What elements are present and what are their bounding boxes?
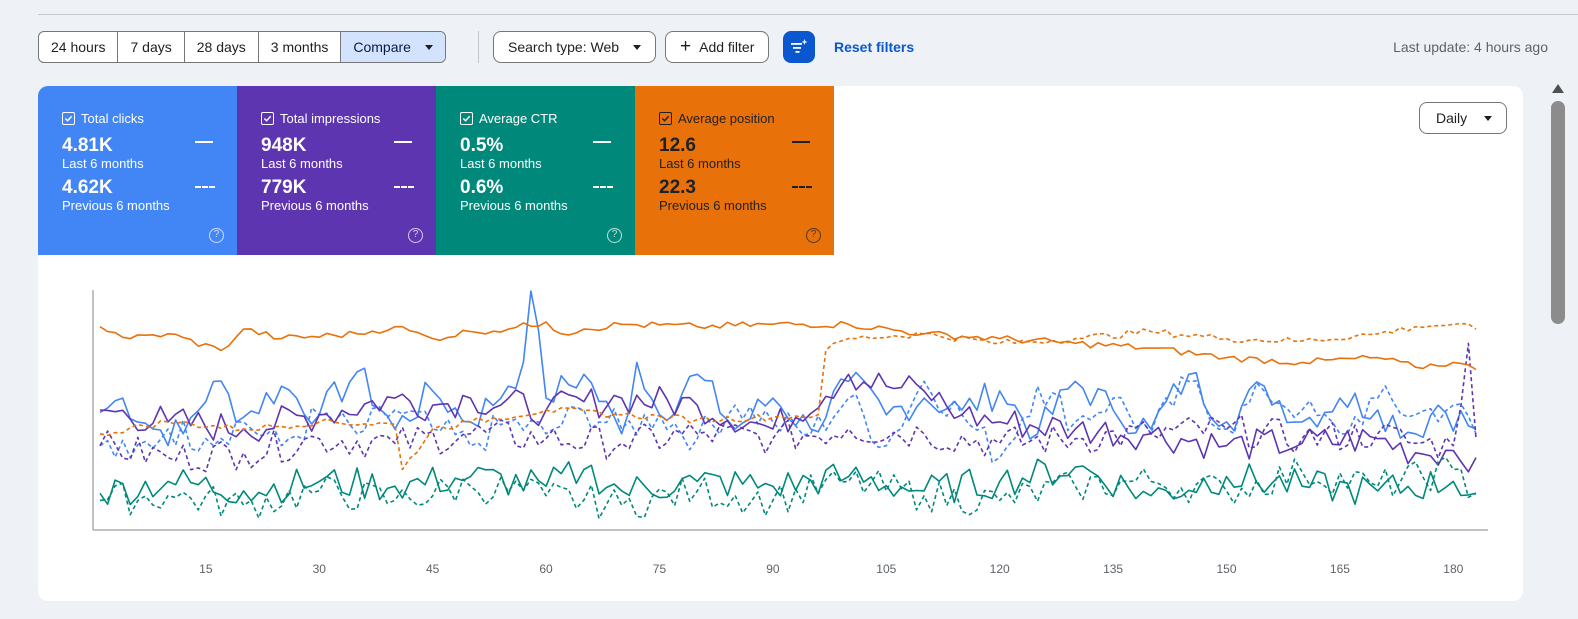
metric-previous-value: 4.62K xyxy=(62,177,113,198)
metric-average-position[interactable]: Average position 12.6 Last 6 months 22.3… xyxy=(635,86,834,255)
range-24-hours[interactable]: 24 hours xyxy=(39,32,119,62)
metric-previous-period: Previous 6 months xyxy=(62,198,170,213)
solid-line-legend-icon xyxy=(394,141,412,143)
add-filter-button[interactable]: + Add filter xyxy=(665,31,770,63)
search-type-dropdown[interactable]: Search type: Web xyxy=(493,31,657,63)
dashed-line-legend-icon xyxy=(394,186,414,188)
metric-total-impressions[interactable]: Total impressions 948K Last 6 months 779… xyxy=(237,86,436,255)
metric-current-value: 948K xyxy=(261,135,307,156)
metric-previous-value: 22.3 xyxy=(659,177,696,198)
solid-line-legend-icon xyxy=(792,141,810,143)
search-type-label: Search type: Web xyxy=(508,39,620,55)
scroll-up-arrow-icon[interactable] xyxy=(1552,84,1564,93)
metric-label: Total clicks xyxy=(81,110,144,126)
metric-current-period: Last 6 months xyxy=(62,156,144,171)
granularity-dropdown[interactable]: Daily xyxy=(1419,102,1507,134)
top-divider xyxy=(38,14,1578,15)
help-icon[interactable]: ? xyxy=(209,228,224,243)
add-filter-label: Add filter xyxy=(699,39,755,55)
range-7-days[interactable]: 7 days xyxy=(118,32,185,62)
x-tick-label: 90 xyxy=(766,562,780,576)
solid-line-legend-icon xyxy=(195,141,213,143)
plus-icon: + xyxy=(680,36,692,58)
performance-card: Total clicks 4.81K Last 6 months 4.62K P… xyxy=(38,86,1523,601)
checkbox-checked-icon[interactable] xyxy=(659,111,672,125)
x-tick-label: 120 xyxy=(990,562,1010,576)
metric-label: Total impressions xyxy=(280,110,381,126)
granularity-label: Daily xyxy=(1436,110,1468,126)
metric-current-period: Last 6 months xyxy=(460,156,542,171)
metric-previous-value: 779K xyxy=(261,177,307,198)
x-tick-label: 150 xyxy=(1216,562,1236,576)
metric-total-clicks[interactable]: Total clicks 4.81K Last 6 months 4.62K P… xyxy=(38,86,237,255)
checkbox-checked-icon[interactable] xyxy=(460,111,473,125)
toolbar-divider xyxy=(478,31,479,63)
metric-current-value: 0.5% xyxy=(460,135,504,156)
x-tick-label: 105 xyxy=(876,562,896,576)
last-update-text: Last update: 4 hours ago xyxy=(1393,39,1548,55)
metric-current-period: Last 6 months xyxy=(261,156,343,171)
series-line-average-ctr-current xyxy=(99,458,1477,506)
metric-average-ctr[interactable]: Average CTR 0.5% Last 6 months 0.6% Prev… xyxy=(436,86,635,255)
x-tick-label: 15 xyxy=(199,562,213,576)
series-line-average-position-previous xyxy=(99,322,1477,471)
series-line-average-ctr-previous xyxy=(99,456,1477,520)
help-icon[interactable]: ? xyxy=(408,228,423,243)
date-range-selector: 24 hours 7 days 28 days 3 months Compare xyxy=(38,31,446,63)
series-line-average-position-current xyxy=(99,320,1477,371)
help-icon[interactable]: ? xyxy=(607,228,622,243)
filter-suggestions-button[interactable] xyxy=(783,31,815,63)
dropdown-arrow-icon xyxy=(424,44,433,50)
scrollbar-thumb[interactable] xyxy=(1551,101,1565,324)
performance-line-chart: 15 30 45 60 75 90 105 120 135 150 165 180 xyxy=(92,290,1488,576)
metric-current-period: Last 6 months xyxy=(659,156,741,171)
series-line-total-clicks-previous xyxy=(99,376,1477,464)
solid-line-legend-icon xyxy=(593,141,611,143)
metric-previous-period: Previous 6 months xyxy=(261,198,369,213)
dashed-line-legend-icon xyxy=(593,186,613,188)
compare-dropdown[interactable]: Compare xyxy=(341,32,445,62)
dropdown-arrow-icon xyxy=(633,44,642,50)
checkbox-checked-icon[interactable] xyxy=(62,111,75,125)
x-tick-label: 180 xyxy=(1443,562,1463,576)
x-tick-label: 60 xyxy=(539,562,553,576)
help-icon[interactable]: ? xyxy=(806,228,821,243)
metric-previous-value: 0.6% xyxy=(460,177,504,198)
series-line-total-impressions-previous xyxy=(99,342,1477,473)
page-scrollbar[interactable] xyxy=(1548,80,1568,619)
checkbox-checked-icon[interactable] xyxy=(261,111,274,125)
metric-label: Average position xyxy=(678,110,775,126)
filter-sparkle-icon xyxy=(791,39,808,53)
range-28-days[interactable]: 28 days xyxy=(185,32,259,62)
metric-label: Average CTR xyxy=(479,110,558,126)
metric-current-value: 4.81K xyxy=(62,135,113,156)
toolbar: 24 hours 7 days 28 days 3 months Compare… xyxy=(38,31,1548,63)
range-3-months[interactable]: 3 months xyxy=(259,32,342,62)
compare-label: Compare xyxy=(353,39,411,55)
metric-previous-period: Previous 6 months xyxy=(659,198,767,213)
reset-filters-link[interactable]: Reset filters xyxy=(834,39,915,55)
dropdown-arrow-icon xyxy=(1484,116,1492,121)
dashed-line-legend-icon xyxy=(792,186,812,188)
x-tick-label: 165 xyxy=(1330,562,1350,576)
x-tick-label: 75 xyxy=(653,562,667,576)
dashed-line-legend-icon xyxy=(195,186,215,188)
x-tick-label: 30 xyxy=(313,562,327,576)
metric-previous-period: Previous 6 months xyxy=(460,198,568,213)
x-tick-label: 45 xyxy=(426,562,440,576)
x-tick-label: 135 xyxy=(1103,562,1123,576)
series-line-total-clicks-current xyxy=(99,290,1477,447)
metric-current-value: 12.6 xyxy=(659,135,696,156)
series-line-total-impressions-current xyxy=(99,372,1477,473)
